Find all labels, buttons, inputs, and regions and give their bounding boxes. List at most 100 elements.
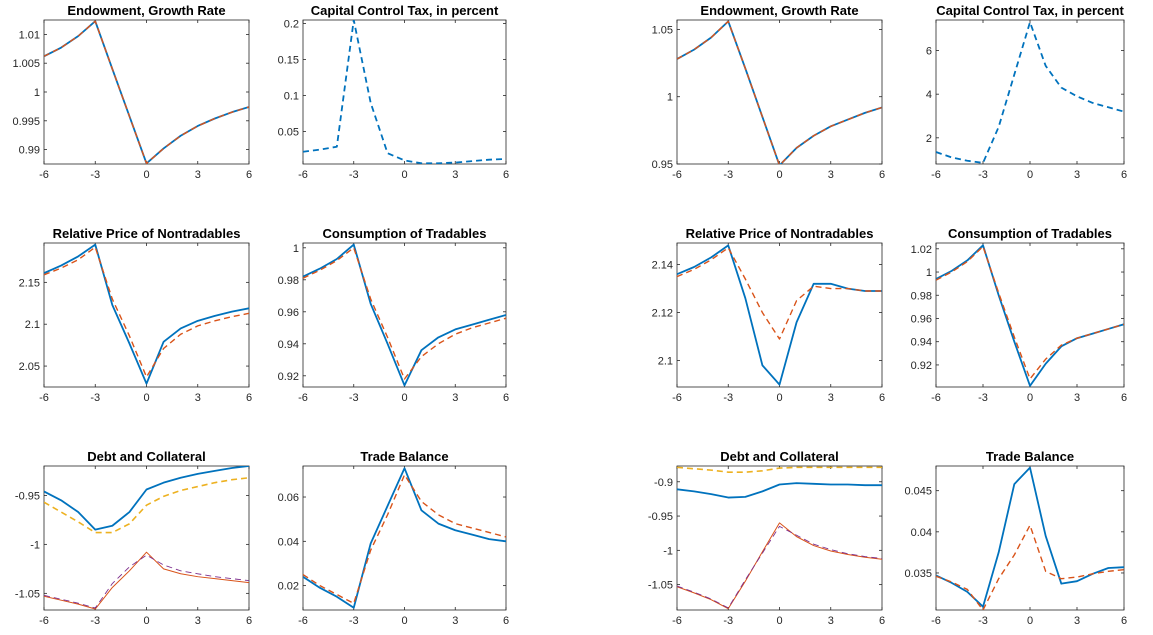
plot-area (302, 19, 507, 165)
x-tick-label: -3 (723, 392, 733, 404)
chart-title: Debt and Collateral (720, 449, 838, 464)
x-tick-label: 3 (828, 615, 834, 627)
x-tick-label: 0 (1027, 169, 1033, 181)
series-line-2 (44, 551, 249, 610)
chart-title: Trade Balance (360, 449, 448, 464)
series-line-3 (677, 525, 882, 609)
y-tick-label: 4 (926, 89, 932, 101)
y-tick-label: -1.05 (15, 588, 40, 600)
chart-title: Endowment, Growth Rate (67, 3, 225, 18)
x-tick-label: -6 (298, 615, 308, 627)
y-tick-label: 0.94 (911, 337, 932, 349)
plot-area (935, 465, 1125, 611)
chart-title: Trade Balance (986, 449, 1074, 464)
x-tick-label: 3 (828, 169, 834, 181)
x-tick-label: -6 (39, 392, 49, 404)
y-tick-label: 1.01 (19, 29, 40, 41)
series-line-1 (677, 20, 882, 164)
series-line-1 (44, 246, 249, 378)
x-tick-label: 6 (1121, 615, 1127, 627)
y-tick-label: 0.04 (911, 527, 932, 539)
x-tick-label: -6 (298, 169, 308, 181)
y-tick-label: -1 (663, 545, 673, 557)
y-tick-label: 0.92 (278, 371, 299, 383)
x-tick-label: -3 (90, 392, 100, 404)
y-tick-label: 2.05 (19, 361, 40, 373)
y-tick-label: 0.98 (911, 290, 932, 302)
x-tick-label: 3 (1074, 169, 1080, 181)
chart-panel-2: Endowment, Growth Rate -6 -3 0 3 6 0.95 1 1.05 (652, 3, 885, 181)
chart-title: Consumption of Tradables (948, 226, 1112, 241)
series-line-0 (303, 243, 506, 387)
x-tick-label: 3 (195, 392, 201, 404)
chart-title: Consumption of Tradables (323, 226, 487, 241)
x-tick-label: 0 (143, 169, 149, 181)
x-tick-label: 3 (195, 615, 201, 627)
y-tick-label: 2.1 (658, 356, 673, 368)
x-tick-label: -6 (39, 169, 49, 181)
series-line-1 (677, 466, 882, 473)
y-tick-label: -1.05 (648, 580, 673, 592)
x-tick-label: -6 (672, 615, 682, 627)
series-line-1 (303, 247, 506, 380)
x-tick-label: 6 (879, 392, 885, 404)
x-tick-label: -3 (349, 169, 359, 181)
chart-panel-11: Trade Balance -6 -3 0 3 6 0.035 0.04 0.045 (904, 449, 1127, 627)
series-line-1 (936, 524, 1124, 610)
plot-area (302, 242, 507, 388)
x-tick-label: -3 (978, 392, 988, 404)
x-tick-label: 0 (401, 169, 407, 181)
plot-area (676, 19, 883, 165)
series-line-1 (44, 476, 249, 534)
series-line-0 (303, 20, 506, 164)
x-tick-label: 6 (503, 615, 509, 627)
y-tick-label: 0.05 (278, 127, 299, 139)
x-tick-label: 3 (828, 392, 834, 404)
y-tick-label: 2.12 (652, 308, 673, 320)
series-line-0 (677, 482, 882, 499)
x-tick-label: 6 (246, 392, 252, 404)
chart-panel-5: Consumption of Tradables -6 -3 0 3 6 0.92 0.94 0… (278, 226, 509, 404)
x-tick-label: 6 (503, 169, 509, 181)
x-tick-label: 3 (195, 169, 201, 181)
plot-area (935, 19, 1125, 165)
plot-area (43, 19, 250, 165)
x-tick-label: -6 (39, 615, 49, 627)
y-tick-label: 0.1 (284, 91, 299, 103)
x-tick-label: -3 (723, 169, 733, 181)
x-tick-label: -3 (978, 615, 988, 627)
chart-panel-4: Relative Price of Nontradables -6 -3 0 3 6 2.0… (19, 226, 252, 404)
series-line-1 (677, 247, 882, 340)
x-tick-label: -3 (978, 169, 988, 181)
x-tick-label: 0 (143, 392, 149, 404)
y-tick-label: 1 (667, 92, 673, 104)
chart-title: Relative Price of Nontradables (686, 226, 874, 241)
x-tick-label: 0 (401, 615, 407, 627)
y-tick-label: 0.96 (278, 307, 299, 319)
x-tick-label: -6 (931, 169, 941, 181)
series-line-1 (44, 20, 249, 164)
series-line-2 (677, 522, 882, 610)
y-tick-label: 0.95 (652, 159, 673, 171)
y-tick-label: 0.995 (12, 116, 40, 128)
series-line-3 (44, 554, 249, 609)
y-tick-label: 0.02 (278, 581, 299, 593)
y-tick-label: 0.04 (278, 536, 299, 548)
chart-title: Capital Control Tax, in percent (311, 3, 499, 18)
x-tick-label: -6 (931, 392, 941, 404)
y-tick-label: 1.05 (652, 24, 673, 36)
plot-area (676, 465, 883, 611)
y-tick-label: 0.98 (278, 275, 299, 287)
y-tick-label: 0.92 (911, 360, 932, 372)
y-tick-label: 2 (926, 133, 932, 145)
y-tick-label: 0.2 (284, 19, 299, 31)
x-tick-label: 0 (143, 615, 149, 627)
x-tick-label: 6 (503, 392, 509, 404)
x-tick-label: 3 (1074, 392, 1080, 404)
x-tick-label: 6 (1121, 392, 1127, 404)
x-tick-label: 3 (1074, 615, 1080, 627)
x-tick-label: -6 (298, 392, 308, 404)
series-line-0 (303, 467, 506, 609)
chart-panel-8: Debt and Collateral -6 -3 0 3 6 -1.05 -1 -0.95 (15, 449, 252, 627)
